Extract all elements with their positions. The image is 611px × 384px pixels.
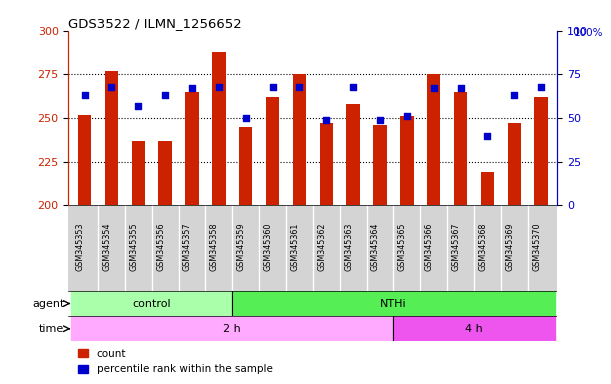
Point (187, 85, 197, 91)
Text: GSM345361: GSM345361 (290, 222, 299, 271)
Text: 4 h: 4 h (465, 324, 483, 334)
Bar (346, 104, 360, 205)
Text: agent: agent (32, 298, 64, 308)
Text: GSM345355: GSM345355 (130, 222, 138, 271)
Bar (508, 123, 521, 205)
Text: GSM345364: GSM345364 (371, 222, 380, 271)
Bar (104, 71, 118, 205)
Text: 2 h: 2 h (224, 324, 241, 334)
Point (295, 84, 304, 90)
Text: GSM345366: GSM345366 (425, 222, 434, 271)
Bar (535, 97, 548, 205)
Bar (320, 123, 333, 205)
Point (160, 92, 170, 98)
Text: GSM345360: GSM345360 (263, 222, 273, 271)
Text: GSM345354: GSM345354 (103, 222, 111, 271)
Point (268, 84, 277, 90)
Point (321, 117, 331, 123)
Bar (454, 92, 467, 205)
Text: GSM345368: GSM345368 (478, 222, 488, 271)
Bar (266, 97, 279, 205)
Text: control: control (133, 298, 171, 308)
Point (375, 117, 385, 123)
Bar (293, 74, 306, 205)
Point (402, 113, 412, 119)
Text: GSM345358: GSM345358 (210, 222, 219, 271)
Point (429, 85, 439, 91)
Bar (481, 172, 494, 205)
Text: NTHi: NTHi (380, 298, 407, 308)
Text: GSM345359: GSM345359 (236, 222, 246, 271)
Bar (212, 52, 225, 205)
Point (133, 103, 143, 109)
Text: GSM345367: GSM345367 (452, 222, 461, 271)
Text: GSM345362: GSM345362 (317, 222, 326, 271)
Text: GSM345370: GSM345370 (532, 222, 541, 271)
Point (483, 132, 492, 139)
Point (241, 115, 251, 121)
Point (348, 84, 358, 90)
Point (536, 84, 546, 90)
Text: GSM345363: GSM345363 (344, 222, 353, 271)
Bar (427, 74, 441, 205)
Bar (239, 127, 252, 205)
Text: GSM345357: GSM345357 (183, 222, 192, 271)
Text: GSM345365: GSM345365 (398, 222, 407, 271)
Point (106, 84, 116, 90)
Legend: count, percentile rank within the sample: count, percentile rank within the sample (74, 345, 277, 378)
Point (510, 92, 519, 98)
Bar (185, 92, 199, 205)
Text: GSM345356: GSM345356 (156, 222, 165, 271)
Bar (373, 125, 387, 205)
Y-axis label: 100%: 100% (574, 28, 604, 38)
Point (456, 85, 466, 91)
Point (79, 92, 89, 98)
Text: time: time (39, 324, 64, 334)
Text: GSM345369: GSM345369 (505, 222, 514, 271)
Bar (131, 141, 145, 205)
Bar (158, 141, 172, 205)
Text: GSM345353: GSM345353 (76, 222, 84, 271)
Bar (78, 114, 91, 205)
Bar (400, 116, 414, 205)
Text: GDS3522 / ILMN_1256652: GDS3522 / ILMN_1256652 (68, 17, 242, 30)
Point (214, 84, 224, 90)
